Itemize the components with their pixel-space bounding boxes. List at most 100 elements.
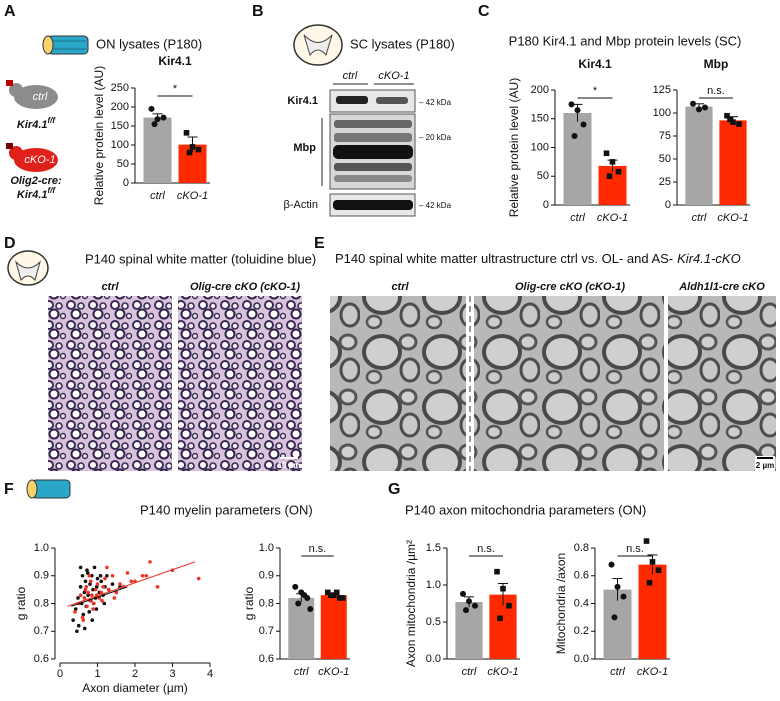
bar	[563, 113, 592, 205]
scatter-point	[94, 607, 99, 611]
scatter-point	[81, 612, 86, 617]
scatter-point	[80, 573, 85, 578]
micrograph	[668, 296, 776, 471]
data-point	[330, 592, 337, 598]
lane-label: cKO-1	[378, 70, 409, 82]
y-axis-label: Relative protein level (AU)	[507, 78, 521, 217]
scatter-point	[110, 573, 115, 578]
scatter-point	[91, 601, 96, 606]
panel-title: SC lysates (P180)	[350, 36, 455, 51]
bar	[320, 595, 347, 659]
bar	[143, 117, 172, 183]
y-axis-label: g ratio	[242, 587, 256, 621]
lane-label: ctrl	[343, 70, 358, 82]
scatter-point	[91, 607, 95, 611]
scatter-point	[80, 615, 85, 620]
x-tick-label: ctrl	[150, 190, 165, 202]
data-point	[696, 106, 702, 113]
x-tick-label: cKO-1	[177, 190, 208, 202]
y-tick-label: 0.8	[259, 597, 274, 609]
scatter-point	[155, 585, 160, 589]
y-axis-label: g ratio	[14, 587, 28, 621]
scatter-point	[85, 604, 89, 609]
data-point	[336, 595, 343, 601]
data-point	[730, 119, 736, 125]
panel-letter: C	[478, 3, 490, 20]
scale-box	[755, 456, 775, 471]
x-tick-label: cKO-1	[637, 666, 668, 678]
scatter-point	[110, 582, 115, 586]
scatter-point	[90, 573, 94, 578]
data-point	[472, 602, 478, 609]
marker-label: – 42 kDa	[419, 201, 452, 210]
data-point	[189, 144, 196, 150]
y-tick-label: 0.4	[574, 597, 589, 609]
y-tick-label: 0.6	[574, 570, 589, 582]
data-point	[649, 559, 656, 565]
panel-title: P140 axon mitochondria parameters (ON)	[405, 502, 646, 517]
x-tick-label: ctrl	[462, 666, 477, 678]
x-tick-label: ctrl	[294, 666, 309, 678]
y-tick-label: 0.7	[34, 625, 49, 637]
data-point	[611, 614, 618, 621]
panel-letter: E	[314, 235, 325, 252]
scatter-point	[196, 576, 201, 581]
y-tick-label: 100	[111, 139, 129, 151]
y-tick-label: 125	[653, 84, 671, 96]
scatter-point	[95, 582, 100, 586]
chart-title: Kir4.1	[158, 54, 192, 68]
micrograph	[330, 296, 466, 471]
data-point	[655, 567, 662, 573]
data-point	[603, 150, 610, 157]
scatter-point	[91, 587, 95, 592]
bar	[638, 564, 667, 659]
y-tick-label: 0	[123, 177, 129, 189]
scatter-point	[71, 618, 75, 622]
chart-title: Kir4.1	[578, 57, 612, 71]
data-point	[460, 590, 466, 597]
micrograph	[178, 296, 302, 471]
x-tick-label: 4	[207, 668, 213, 680]
y-tick-label: 0.6	[259, 653, 274, 665]
scatter-point	[95, 576, 100, 581]
scatter-point	[94, 585, 99, 589]
y-tick-label: 100	[653, 107, 671, 119]
data-point	[571, 133, 578, 139]
genotype: Kir4.1	[17, 189, 48, 201]
data-point	[606, 173, 613, 180]
scatter-point	[88, 582, 92, 586]
title-text: P140 spinal white matter ultrastructure …	[335, 251, 673, 266]
scatter-point	[148, 560, 152, 564]
x-tick-label: 0	[57, 668, 63, 680]
scatter-point	[78, 585, 83, 589]
scatter-point	[83, 587, 88, 592]
scatter-point	[73, 607, 78, 611]
panel-letter: F	[4, 481, 14, 498]
y-tick-label: 0	[665, 199, 671, 211]
y-tick-label: 150	[111, 120, 129, 132]
data-point	[690, 100, 696, 107]
scatter-point	[125, 571, 130, 575]
significance-label: *	[173, 83, 178, 95]
genotype-sup: f/f	[48, 186, 57, 195]
column-label: Olig-cre cKO (cKO-1)	[515, 281, 625, 293]
bar	[455, 602, 483, 659]
micrograph	[48, 296, 172, 471]
column-label: ctrl	[101, 281, 119, 293]
y-tick-label: 0.8	[34, 597, 49, 609]
y-tick-label: 0	[543, 199, 549, 211]
scatter-point	[78, 565, 83, 570]
micrograph	[474, 296, 664, 471]
bar	[603, 589, 632, 659]
scatter-point	[81, 618, 86, 622]
data-point	[307, 606, 314, 613]
significance-label: n.s.	[309, 543, 327, 555]
data-point	[160, 114, 167, 121]
data-point	[301, 592, 308, 599]
y-tick-label: 200	[111, 101, 129, 113]
fit-line	[71, 586, 128, 607]
scatter-point	[106, 587, 111, 592]
scale-label: 2 µm	[756, 461, 774, 470]
scatter-point	[75, 629, 79, 634]
data-point	[506, 602, 512, 609]
